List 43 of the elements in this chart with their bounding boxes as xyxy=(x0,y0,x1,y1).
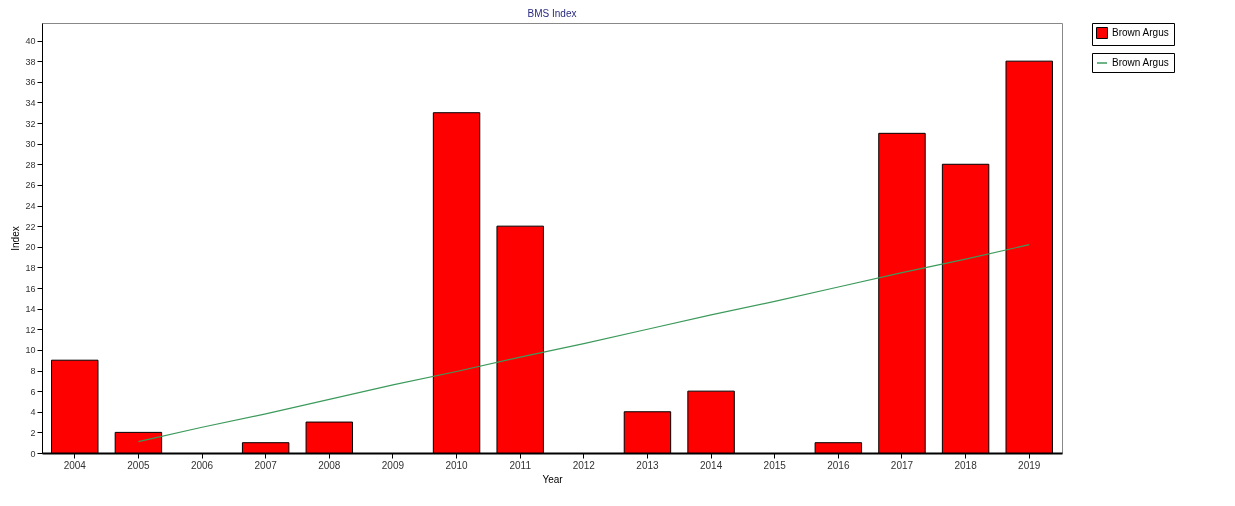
y-tick-label: 38 xyxy=(25,56,36,67)
x-tick-label: 2011 xyxy=(509,459,532,471)
y-tick-label: 10 xyxy=(25,345,36,356)
chart-title: BMS Index xyxy=(527,7,577,19)
line-series xyxy=(137,244,1030,443)
y-tick-label: 24 xyxy=(25,201,36,212)
y-tick-label: 20 xyxy=(25,242,36,253)
x-tick-label: 2009 xyxy=(381,459,405,471)
y-tick-label: 26 xyxy=(25,180,36,191)
y-tick-label: 40 xyxy=(25,36,36,47)
x-tick-label: 2008 xyxy=(318,459,341,471)
x-tick-label: 2010 xyxy=(445,459,469,471)
y-tick-label: 36 xyxy=(25,77,36,88)
y-tick-label: 6 xyxy=(30,386,36,397)
y-tick-label: 14 xyxy=(25,304,36,315)
legend-label: Brown Argus xyxy=(1112,57,1169,68)
x-tick-label: 2019 xyxy=(1018,459,1041,471)
y-tick-label: 8 xyxy=(30,366,36,377)
x-tick-label: 2015 xyxy=(763,459,787,471)
y-tick-label: 30 xyxy=(25,139,36,150)
y-tick-label: 34 xyxy=(25,97,36,108)
y-tick-label: 16 xyxy=(25,283,36,294)
x-tick-label: 2017 xyxy=(890,459,914,471)
x-tick-label: 2005 xyxy=(127,459,150,471)
x-tick-label: 2012 xyxy=(572,459,596,471)
y-tick-label: 32 xyxy=(25,118,36,129)
x-axis-title: Year xyxy=(542,473,564,485)
y-tick-label: 22 xyxy=(25,221,36,232)
y-tick-label: 4 xyxy=(30,407,36,418)
x-tick-label: 2004 xyxy=(63,459,87,471)
y-tick-label: 2 xyxy=(30,427,36,438)
x-tick-label: 2007 xyxy=(254,459,278,471)
x-tick-label: 2006 xyxy=(190,459,214,471)
y-axis-title: Index xyxy=(10,226,22,251)
x-tick-label: 2013 xyxy=(636,459,660,471)
legend-label: Brown Argus xyxy=(1112,27,1169,38)
x-tick-label: 2016 xyxy=(827,459,850,471)
y-tick-label: 12 xyxy=(25,324,36,335)
x-tick-label: 2014 xyxy=(699,459,723,471)
y-tick-label: 28 xyxy=(25,159,36,170)
x-tick-label: 2018 xyxy=(954,459,978,471)
y-tick-label: 18 xyxy=(25,262,36,273)
y-tick-label: 0 xyxy=(30,448,36,459)
